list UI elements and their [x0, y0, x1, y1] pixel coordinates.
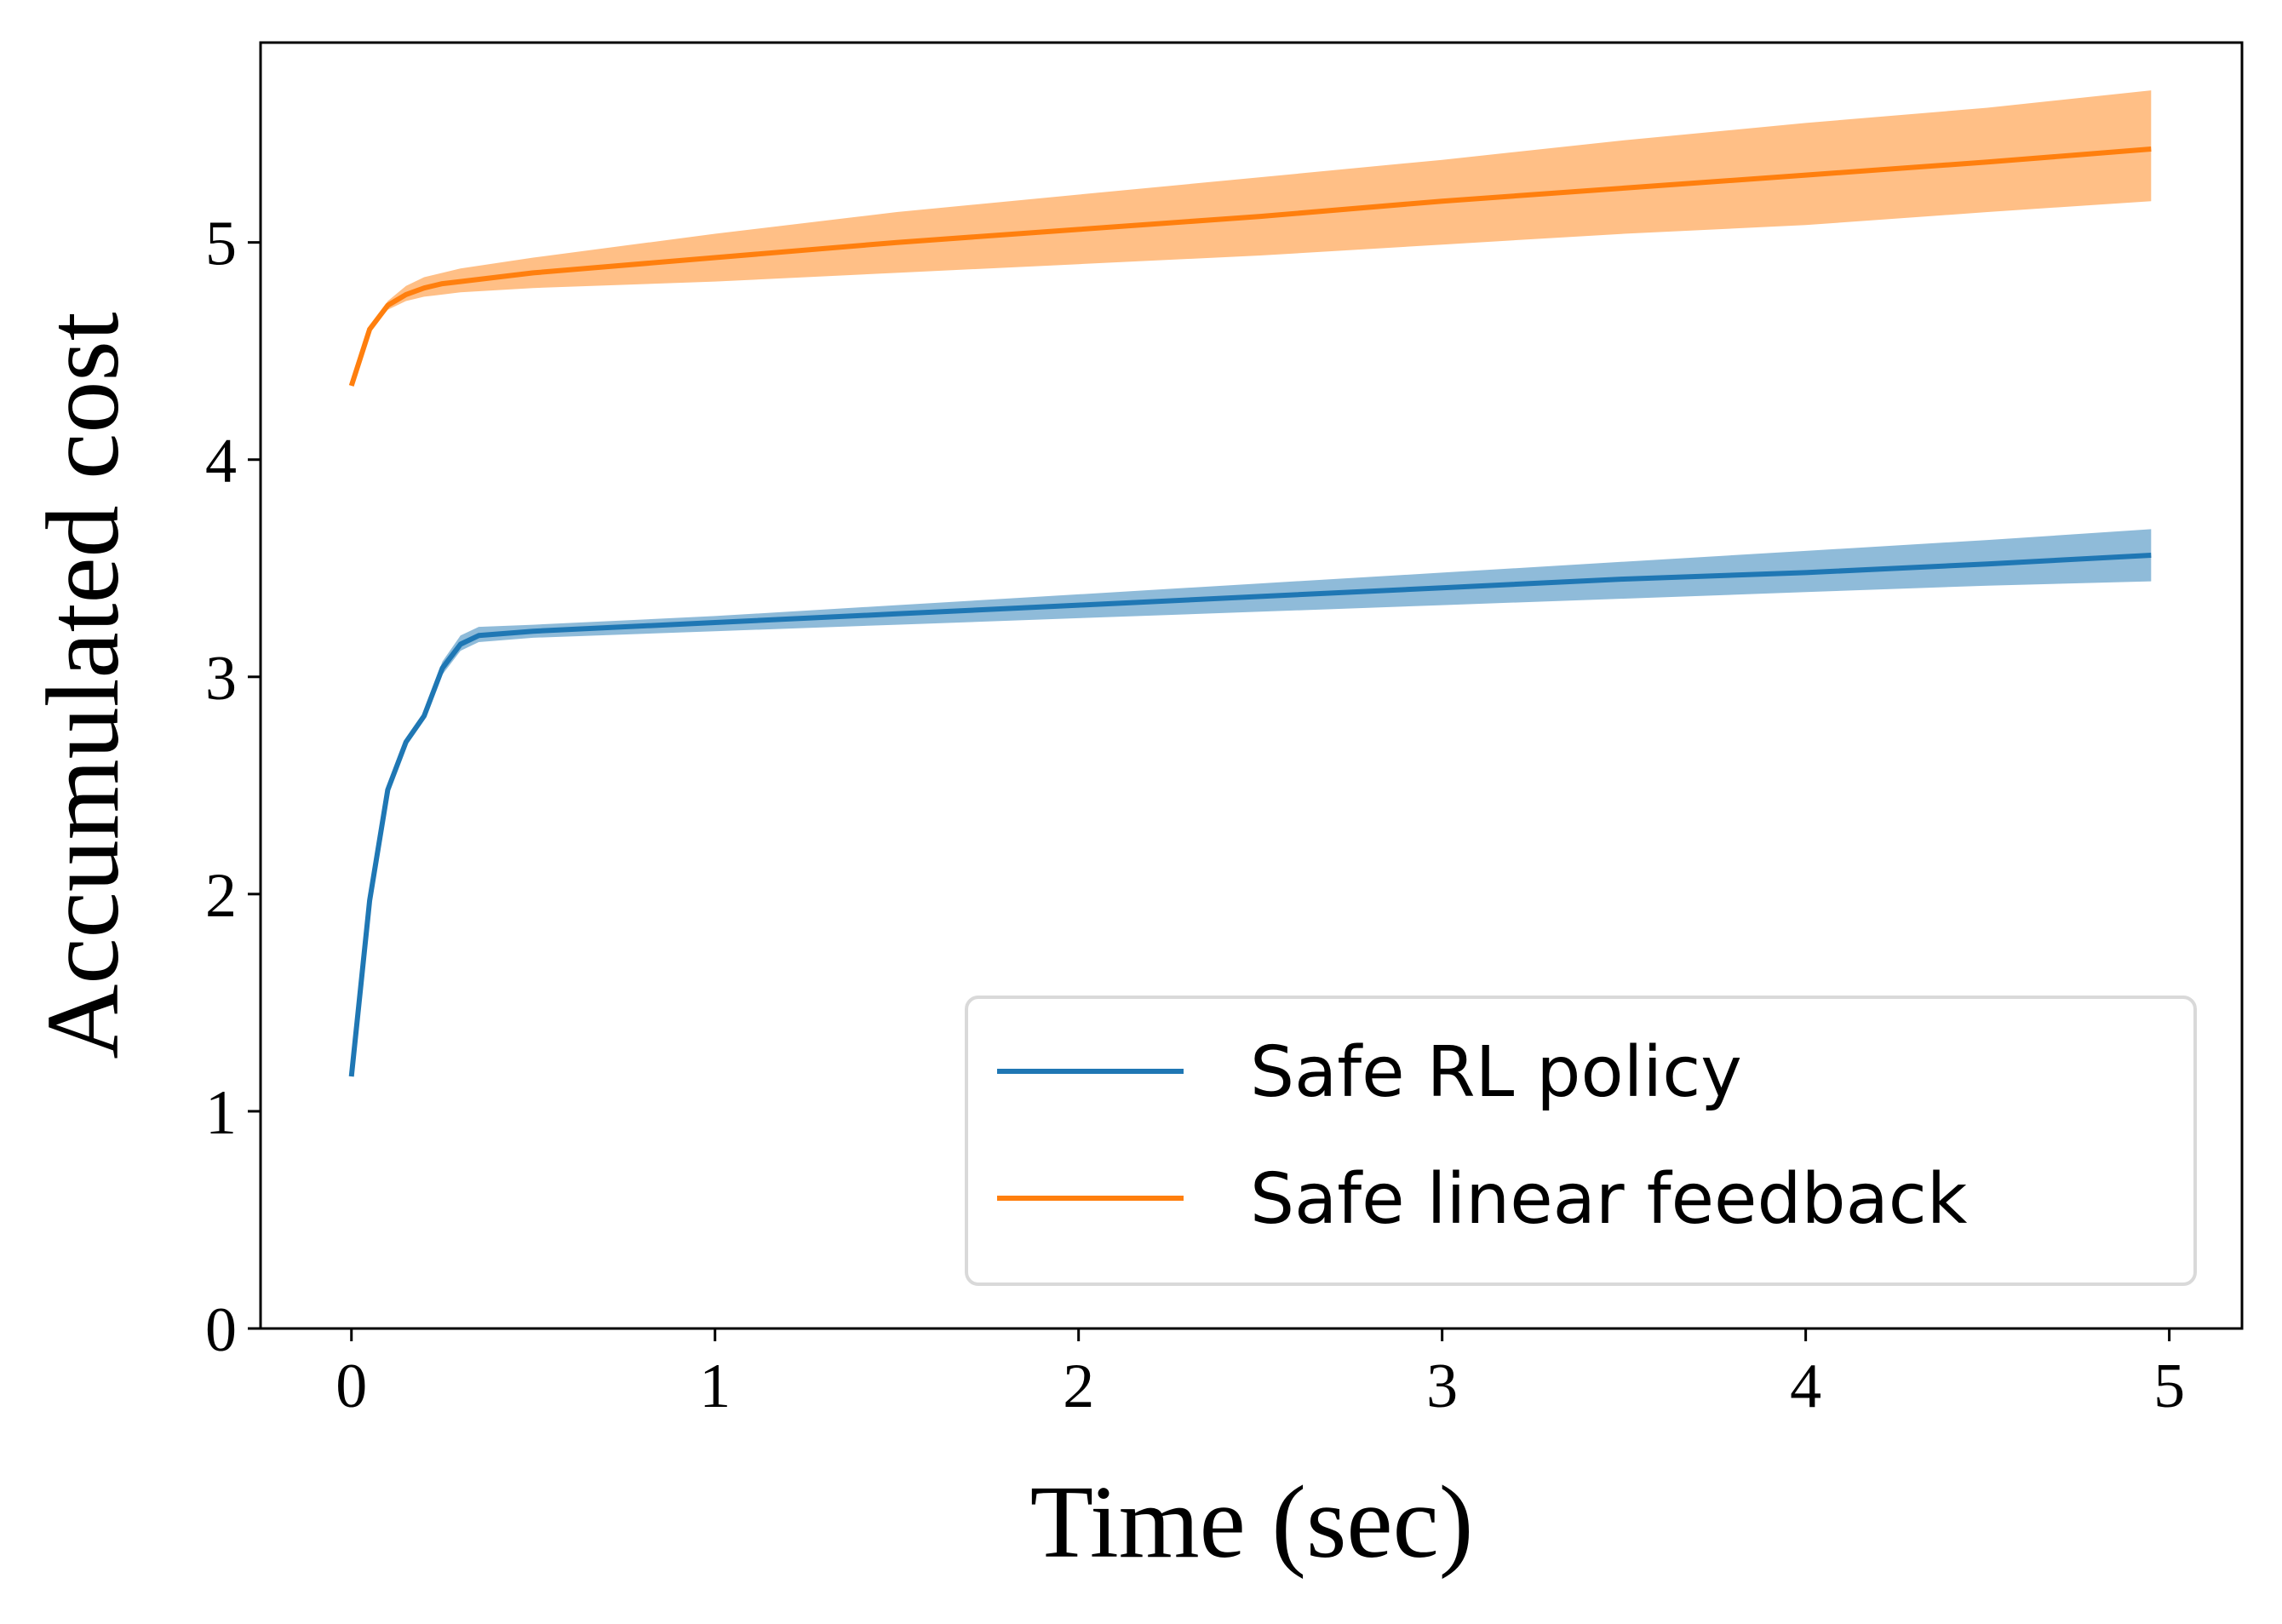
x-tick-label: 2: [1063, 1351, 1094, 1421]
y-tick-label: 0: [205, 1295, 237, 1365]
y-tick-label: 3: [205, 644, 237, 714]
x-axis-ticks: 0 1 2 3 4 5: [335, 1328, 2185, 1421]
band-safe-rl-policy: [351, 529, 2152, 1077]
legend: Safe RL policy Safe linear feedback: [965, 996, 2197, 1286]
y-tick-label: 4: [205, 427, 237, 496]
y-tick-label: 1: [205, 1078, 237, 1148]
x-tick-label: 5: [2153, 1351, 2185, 1421]
x-tick-label: 1: [699, 1351, 731, 1421]
plot-frame: [259, 41, 2244, 1330]
line-safe-rl-policy: [348, 553, 2152, 1077]
legend-label-safe-rl-policy: Safe RL policy: [1250, 1032, 1742, 1113]
y-tick-label: 5: [205, 209, 237, 279]
x-tick-label: 0: [335, 1351, 367, 1421]
series-lines: [348, 146, 2152, 1077]
x-tick-label: 4: [1790, 1351, 1821, 1421]
legend-label-safe-linear-feedback: Safe linear feedback: [1250, 1159, 1968, 1240]
x-axis-title: Time (sec): [1030, 1465, 1474, 1580]
legend-box: [965, 996, 2197, 1286]
y-axis-ticks: 0 1 2 3 4 5: [205, 209, 261, 1365]
confidence-bands: [351, 90, 2152, 1077]
line-safe-linear-feedback: [348, 146, 2152, 387]
x-tick-label: 3: [1426, 1351, 1458, 1421]
band-safe-linear-feedback: [351, 90, 2152, 386]
y-tick-label: 2: [205, 861, 237, 931]
y-axis-title: Accumulated cost: [26, 312, 140, 1059]
